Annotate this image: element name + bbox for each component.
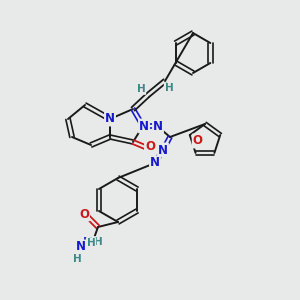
Text: N: N	[105, 112, 115, 125]
Text: N: N	[153, 119, 163, 133]
Text: H: H	[73, 254, 81, 264]
Text: H: H	[136, 84, 146, 94]
Text: H: H	[87, 238, 95, 248]
Text: O: O	[79, 208, 89, 220]
Text: N: N	[139, 119, 149, 133]
Text: O: O	[145, 140, 155, 154]
Text: N: N	[150, 157, 160, 169]
Text: N: N	[158, 143, 168, 157]
Text: H: H	[165, 83, 173, 93]
Text: O: O	[193, 134, 203, 148]
Text: H: H	[94, 237, 102, 247]
Text: N: N	[76, 241, 86, 254]
Text: N: N	[83, 236, 93, 250]
